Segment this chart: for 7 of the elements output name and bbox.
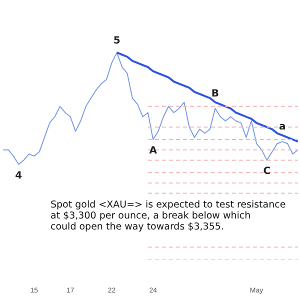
annotation: B bbox=[211, 88, 219, 100]
annotation: a bbox=[279, 122, 286, 133]
annotation: 4 bbox=[15, 170, 22, 182]
annotation: C bbox=[263, 166, 271, 178]
annotation: Spot gold <XAU=> is expected to test resistance at $3,300 per ounce, a break below which could open the way towards $3,355. bbox=[50, 200, 286, 232]
annotation: A bbox=[149, 146, 158, 156]
annotation: 5 bbox=[113, 36, 120, 47]
